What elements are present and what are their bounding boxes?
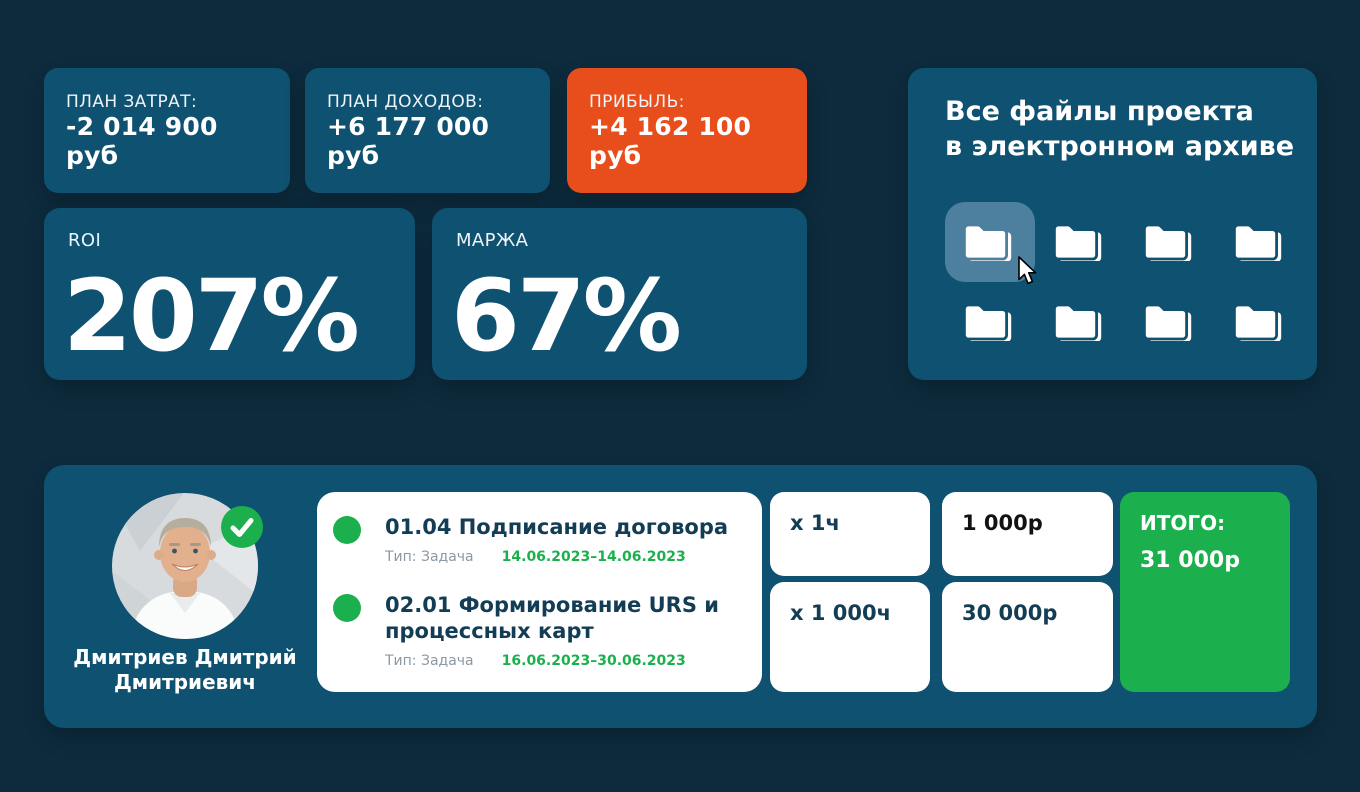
stat-card-income-plan: ПЛАН ДОХОДОВ: +6 177 000 руб <box>305 68 550 193</box>
archive-title: Все файлы проекта в электронном архиве <box>945 94 1294 164</box>
stat-label: ПРИБЫЛЬ: <box>589 92 685 112</box>
task-meta: Тип: Задача 14.06.2023–14.06.2023 <box>385 549 728 565</box>
folder-item[interactable] <box>1125 282 1215 362</box>
stat-card-costs-plan: ПЛАН ЗАТРАТ: -2 014 900 руб <box>44 68 290 193</box>
total-box: ИТОГО: 31 000р <box>1120 492 1290 692</box>
archive-title-line1: Все файлы проекта <box>945 96 1254 127</box>
task-dates: 16.06.2023–30.06.2023 <box>501 653 686 669</box>
task-status-dot-icon <box>333 594 361 622</box>
folder-icon <box>1053 223 1102 261</box>
task-title: 01.04 Подписание договора <box>385 515 729 539</box>
task-meta: Тип: Задача 16.06.2023–30.06.2023 <box>385 653 748 669</box>
stat-value: -2 014 900 руб <box>66 112 218 170</box>
folder-icon <box>1143 223 1192 261</box>
kpi-value: 207% <box>63 259 360 375</box>
folder-icon <box>1053 303 1102 341</box>
team-member-card: Дмитриев Дмитрий Дмитриевич 01.04 Подпис… <box>44 465 1317 728</box>
task-list: 01.04 Подписание договора Тип: Задача 14… <box>317 492 762 692</box>
member-name-line2: Дмитриевич <box>113 670 257 694</box>
task-cost: 1 000р <box>942 492 1113 576</box>
folder-grid <box>945 202 1305 362</box>
kpi-card-roi: ROI 207% <box>44 208 415 380</box>
stat-value: +6 177 000 руб <box>327 112 490 170</box>
kpi-label: МАРЖА <box>456 230 529 251</box>
stat-label: ПЛАН ДОХОДОВ: <box>327 92 484 112</box>
cursor-icon <box>1018 256 1037 285</box>
task-item[interactable]: 01.04 Подписание договора Тип: Задача 14… <box>317 514 742 565</box>
folder-icon <box>1143 303 1192 341</box>
check-icon <box>221 506 263 548</box>
task-type: Тип: Задача <box>385 653 474 669</box>
task-cost: 30 000р <box>942 582 1113 692</box>
folder-icon <box>963 223 1012 261</box>
total-value: 31 000р <box>1140 548 1240 573</box>
task-type: Тип: Задача <box>385 549 474 565</box>
kpi-label: ROI <box>68 230 102 251</box>
task-hours: х 1 000ч <box>770 582 930 692</box>
folder-item[interactable] <box>945 282 1035 362</box>
folder-item[interactable] <box>1125 202 1215 282</box>
folder-item[interactable] <box>1215 202 1305 282</box>
task-title: 02.01 Формирование URS и процессных карт <box>385 593 719 643</box>
total-label: ИТОГО: <box>1140 511 1226 535</box>
kpi-card-margin: МАРЖА 67% <box>432 208 807 380</box>
folder-item[interactable] <box>945 202 1035 282</box>
folder-icon <box>1233 303 1282 341</box>
kpi-value: 67% <box>451 259 682 375</box>
folder-item[interactable] <box>1035 282 1125 362</box>
task-hours: х 1ч <box>770 492 930 576</box>
folder-item[interactable] <box>1035 202 1125 282</box>
member-name: Дмитриев Дмитрий Дмитриевич <box>60 645 310 695</box>
archive-card: Все файлы проекта в электронном архиве <box>908 68 1317 380</box>
stat-value: +4 162 100 руб <box>589 112 752 170</box>
task-dates: 14.06.2023–14.06.2023 <box>501 549 686 565</box>
task-status-dot-icon <box>333 516 361 544</box>
task-item[interactable]: 02.01 Формирование URS и процессных карт… <box>317 592 762 669</box>
folder-icon <box>1233 223 1282 261</box>
folder-icon <box>963 303 1012 341</box>
folder-item[interactable] <box>1215 282 1305 362</box>
stat-card-profit: ПРИБЫЛЬ: +4 162 100 руб <box>567 68 807 193</box>
member-name-line1: Дмитриев Дмитрий <box>73 645 297 669</box>
avatar <box>112 493 258 639</box>
archive-title-line2: в электронном архиве <box>945 131 1295 162</box>
stat-label: ПЛАН ЗАТРАТ: <box>66 92 198 112</box>
